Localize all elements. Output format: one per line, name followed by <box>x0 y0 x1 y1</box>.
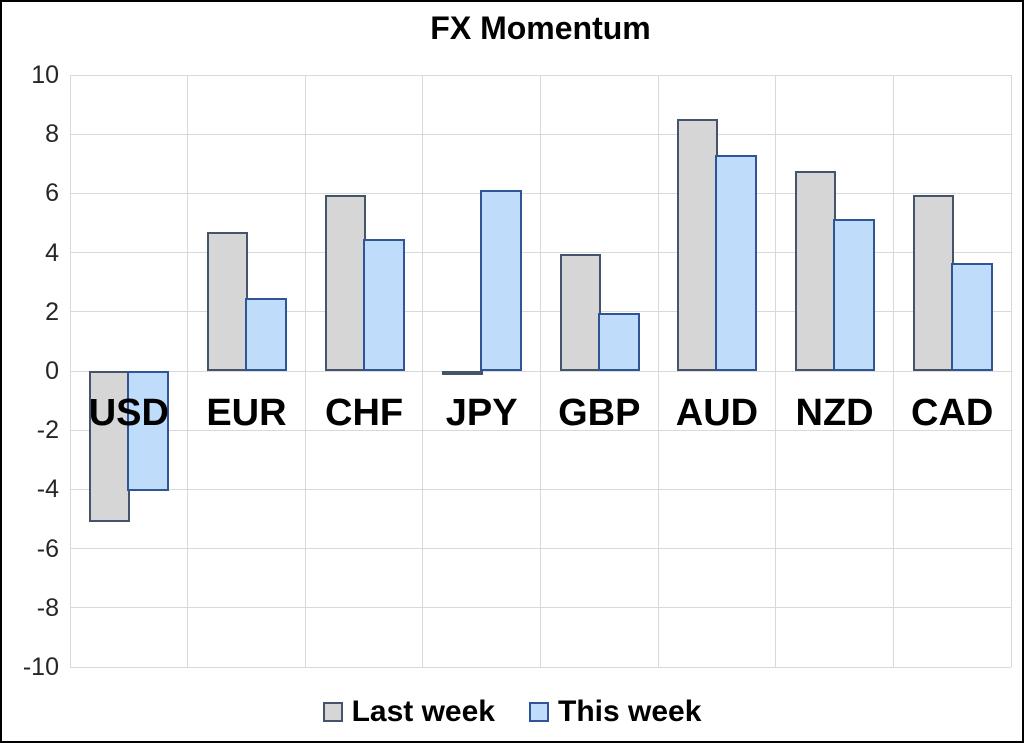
x-axis-label-nzd: NZD <box>795 392 874 434</box>
gridline-x-8 <box>1010 75 1012 667</box>
legend-swatch-last-week <box>322 702 343 722</box>
bar-this-week-nzd <box>833 218 876 371</box>
y-tick-label-8: 8 <box>45 120 59 149</box>
x-axis-label-eur: EUR <box>206 392 287 434</box>
x-axis-label-jpy: JPY <box>445 392 518 434</box>
bar-this-week-cad <box>950 262 993 371</box>
gridline-x-6 <box>775 75 777 667</box>
gridline-x-0 <box>69 75 71 667</box>
plot-area: USD EUR CHF JPY GBP AUD NZD CAD <box>69 74 1012 668</box>
legend-item-last-week: Last week <box>322 695 495 728</box>
bar-this-week-gbp <box>597 313 640 371</box>
legend-label-last-week: Last week <box>351 695 495 728</box>
y-tick-label-6: 6 <box>45 179 59 208</box>
y-tick-label--4: -4 <box>36 475 59 504</box>
legend-label-this-week: This week <box>558 695 702 728</box>
gridline-x-5 <box>657 75 659 667</box>
bar-this-week-chf <box>362 239 405 371</box>
x-axis-label-chf: CHF <box>325 392 404 434</box>
y-tick-label-10: 10 <box>31 61 59 89</box>
gridline-x-7 <box>892 75 894 667</box>
x-axis-label-aud: AUD <box>675 392 759 434</box>
bar-last-week-chf <box>324 194 366 371</box>
y-tick-label-4: 4 <box>45 238 59 267</box>
y-tick-label--2: -2 <box>36 416 59 445</box>
bar-last-week-gbp <box>559 254 601 371</box>
y-tick-label--10: -10 <box>22 653 59 681</box>
legend-swatch-this-week <box>529 702 549 722</box>
bar-this-week-usd <box>127 371 170 491</box>
bar-last-week-jpy <box>442 371 484 375</box>
y-tick-label--8: -8 <box>36 593 59 622</box>
bar-this-week-aud <box>715 154 758 371</box>
gridline-x-1 <box>187 75 189 667</box>
y-tick-label-0: 0 <box>45 357 59 385</box>
gridline-y--10 <box>70 666 1011 668</box>
y-tick-label--6: -6 <box>36 534 59 563</box>
x-axis-label-gbp: GBP <box>558 392 641 434</box>
x-axis-label-cad: CAD <box>911 392 994 434</box>
x-axis-label-usd: USD <box>88 392 169 434</box>
bar-last-week-eur <box>206 231 248 371</box>
y-tick-label-2: 2 <box>45 297 59 326</box>
legend-item-this-week: This week <box>529 696 701 728</box>
bar-last-week-aud <box>677 119 719 371</box>
chart-title: FX Momentum <box>430 10 651 46</box>
chart-legend: Last week This week <box>2 692 1022 732</box>
gridline-x-4 <box>540 75 541 667</box>
bar-this-week-eur <box>244 298 287 371</box>
bar-this-week-jpy <box>480 190 523 371</box>
bar-last-week-usd <box>89 371 131 522</box>
gridline-x-2 <box>304 75 306 667</box>
gridline-x-3 <box>422 75 424 667</box>
bar-last-week-nzd <box>795 171 837 371</box>
bar-last-week-cad <box>912 194 954 371</box>
